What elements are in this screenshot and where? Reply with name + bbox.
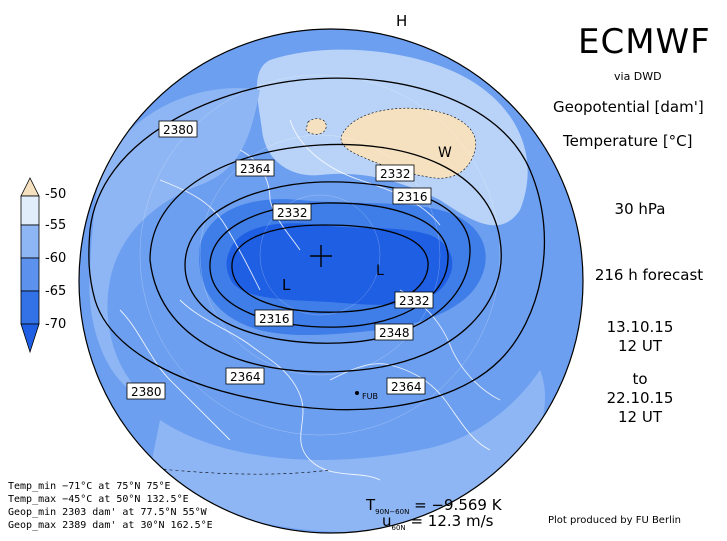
legend-swatch-bottom — [20, 323, 40, 354]
contour-label-2380-bottom: 2380 — [126, 382, 166, 400]
t-index: T90N−60N = −9.569 K — [366, 496, 502, 516]
contour-label-2332-left: 2332 — [272, 203, 312, 221]
param2-unit: [°C] — [662, 132, 693, 150]
stat-temp-min: Temp_min −71°C at 75°N 75°E — [8, 481, 171, 492]
svg-text:2332: 2332 — [380, 167, 411, 181]
legend-label-60: -60 — [45, 251, 67, 266]
model-title: ECMWF — [578, 22, 711, 62]
svg-text:2364: 2364 — [240, 162, 271, 176]
u-index: u60N = 12.3 m/s — [382, 512, 493, 532]
svg-text:2348: 2348 — [379, 326, 410, 340]
param1-name: Geopotential — [553, 98, 650, 116]
u-value: = 12.3 m/s — [410, 512, 494, 530]
warm-marker: W — [438, 145, 452, 161]
u-symbol: u — [382, 512, 392, 530]
contour-labels: 2380 2364 2332 2316 2332 2316 2332 2348 — [126, 120, 434, 400]
temp-region-50-small — [305, 118, 327, 135]
contour-label-2364-left: 2364 — [225, 367, 265, 385]
param1-label: Geopotential [dam'] — [553, 98, 704, 116]
u-subscript: 60N — [391, 524, 406, 532]
temp-region-55-south — [150, 370, 545, 532]
contour-label-2316-bottom: 2316 — [254, 309, 294, 327]
t-subscript: 90N−60N — [375, 508, 410, 516]
color-legend — [20, 177, 40, 354]
svg-text:2380: 2380 — [163, 123, 194, 137]
temp-region-50 — [340, 107, 477, 179]
legend-label-70: -70 — [45, 317, 67, 332]
temp-region-70 — [226, 223, 453, 305]
geopotential-contours — [88, 77, 546, 411]
legend-swatch-55-60 — [20, 224, 40, 259]
init-time: 12 UT — [618, 337, 662, 355]
stat-geop-min: Geop_min 2303 dam' at 77.5°N 55°W — [8, 507, 207, 518]
legend-swatch-50-55 — [20, 195, 40, 226]
valid-date: 22.10.15 — [606, 389, 674, 407]
to-label: to — [632, 370, 648, 388]
temp-region-55-ring — [89, 88, 260, 401]
level-label: 30 hPa — [614, 200, 666, 218]
valid-time: 12 UT — [618, 408, 662, 426]
legend-label-55: -55 — [45, 218, 67, 233]
forecast-label: 216 h forecast — [594, 266, 704, 284]
svg-text:FUB: FUB — [362, 392, 378, 401]
legend-swatch-top — [20, 177, 40, 197]
map-border — [78, 28, 584, 534]
svg-text:2316: 2316 — [259, 312, 290, 326]
contour-label-2348: 2348 — [374, 323, 414, 341]
svg-text:2316: 2316 — [397, 190, 428, 204]
graticule — [139, 74, 501, 436]
param2-name: Temperature — [563, 132, 659, 150]
credit-text: Plot produced by FU Berlin — [548, 515, 681, 526]
center-markers: L H W L — [282, 12, 452, 294]
contour-label-2364-top: 2364 — [235, 159, 275, 177]
source-label: via DWD — [614, 70, 662, 83]
t-value: = −9.569 K — [414, 496, 502, 514]
stat-geop-max: Geop_max 2389 dam' at 30°N 162.5°E — [8, 520, 213, 531]
high-marker: H — [396, 12, 407, 30]
init-date: 13.10.15 — [606, 318, 674, 336]
contour-label-2332-top: 2332 — [375, 164, 415, 182]
legend-swatch-65-70 — [20, 290, 40, 325]
svg-text:2364: 2364 — [230, 370, 261, 384]
fub-marker: FUB — [355, 391, 378, 401]
low-marker-1: L — [282, 276, 291, 294]
low-marker-2: L — [376, 263, 384, 279]
contour-label-2332-right: 2332 — [394, 291, 434, 309]
legend-label-50: -50 — [45, 187, 67, 202]
svg-text:2332: 2332 — [277, 206, 308, 220]
contour-label-2316-top: 2316 — [392, 187, 432, 205]
svg-text:2364: 2364 — [391, 380, 422, 394]
legend-swatch-60-65 — [20, 257, 40, 292]
stat-temp-max: Temp_max −45°C at 50°N 132.5°E — [8, 494, 189, 505]
svg-text:2332: 2332 — [399, 294, 430, 308]
contour-label-2364-right: 2364 — [386, 377, 426, 395]
t-symbol: T — [366, 496, 376, 514]
param1-unit: [dam'] — [654, 98, 704, 116]
param2-label: Temperature [°C] — [563, 132, 693, 150]
contour-label-2380-top: 2380 — [158, 120, 198, 138]
legend-label-65: -65 — [45, 284, 67, 299]
pole-marker — [310, 245, 332, 267]
svg-text:2380: 2380 — [131, 385, 162, 399]
